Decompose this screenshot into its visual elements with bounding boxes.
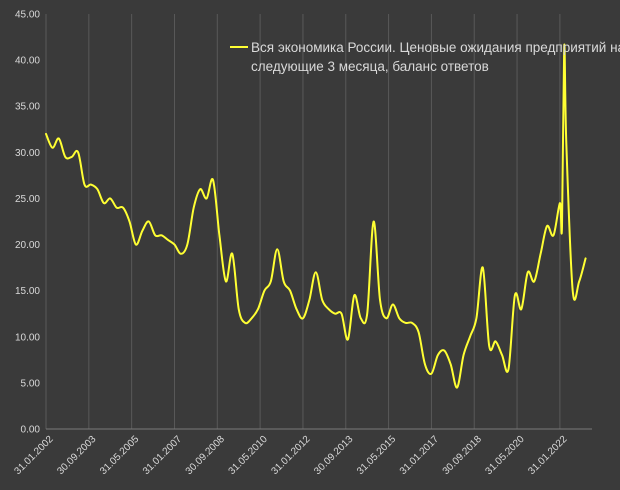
y-tick-label: 15.00 <box>15 286 40 297</box>
grid-lines <box>45 14 561 429</box>
y-tick-label: 5.00 <box>21 378 41 389</box>
y-tick-label: 35.00 <box>15 102 40 113</box>
series-line <box>45 43 587 389</box>
y-tick-label: 40.00 <box>15 56 40 67</box>
legend-label: Вся экономика России. Ценовые ожидания п… <box>251 40 620 74</box>
legend: Вся экономика России. Ценовые ожидания п… <box>230 40 620 74</box>
y-axis: 0.00 5.00 10.00 15.00 20.00 25.00 30.00 35.00 40… <box>15 10 40 436</box>
y-tick-label: 30.00 <box>15 148 40 159</box>
y-tick-label: 45.00 <box>15 10 40 21</box>
y-tick-label: 20.00 <box>15 240 40 251</box>
y-tick-label: 10.00 <box>15 332 40 343</box>
y-tick-label: 0.00 <box>21 425 41 436</box>
y-tick-label: 25.00 <box>15 194 40 205</box>
